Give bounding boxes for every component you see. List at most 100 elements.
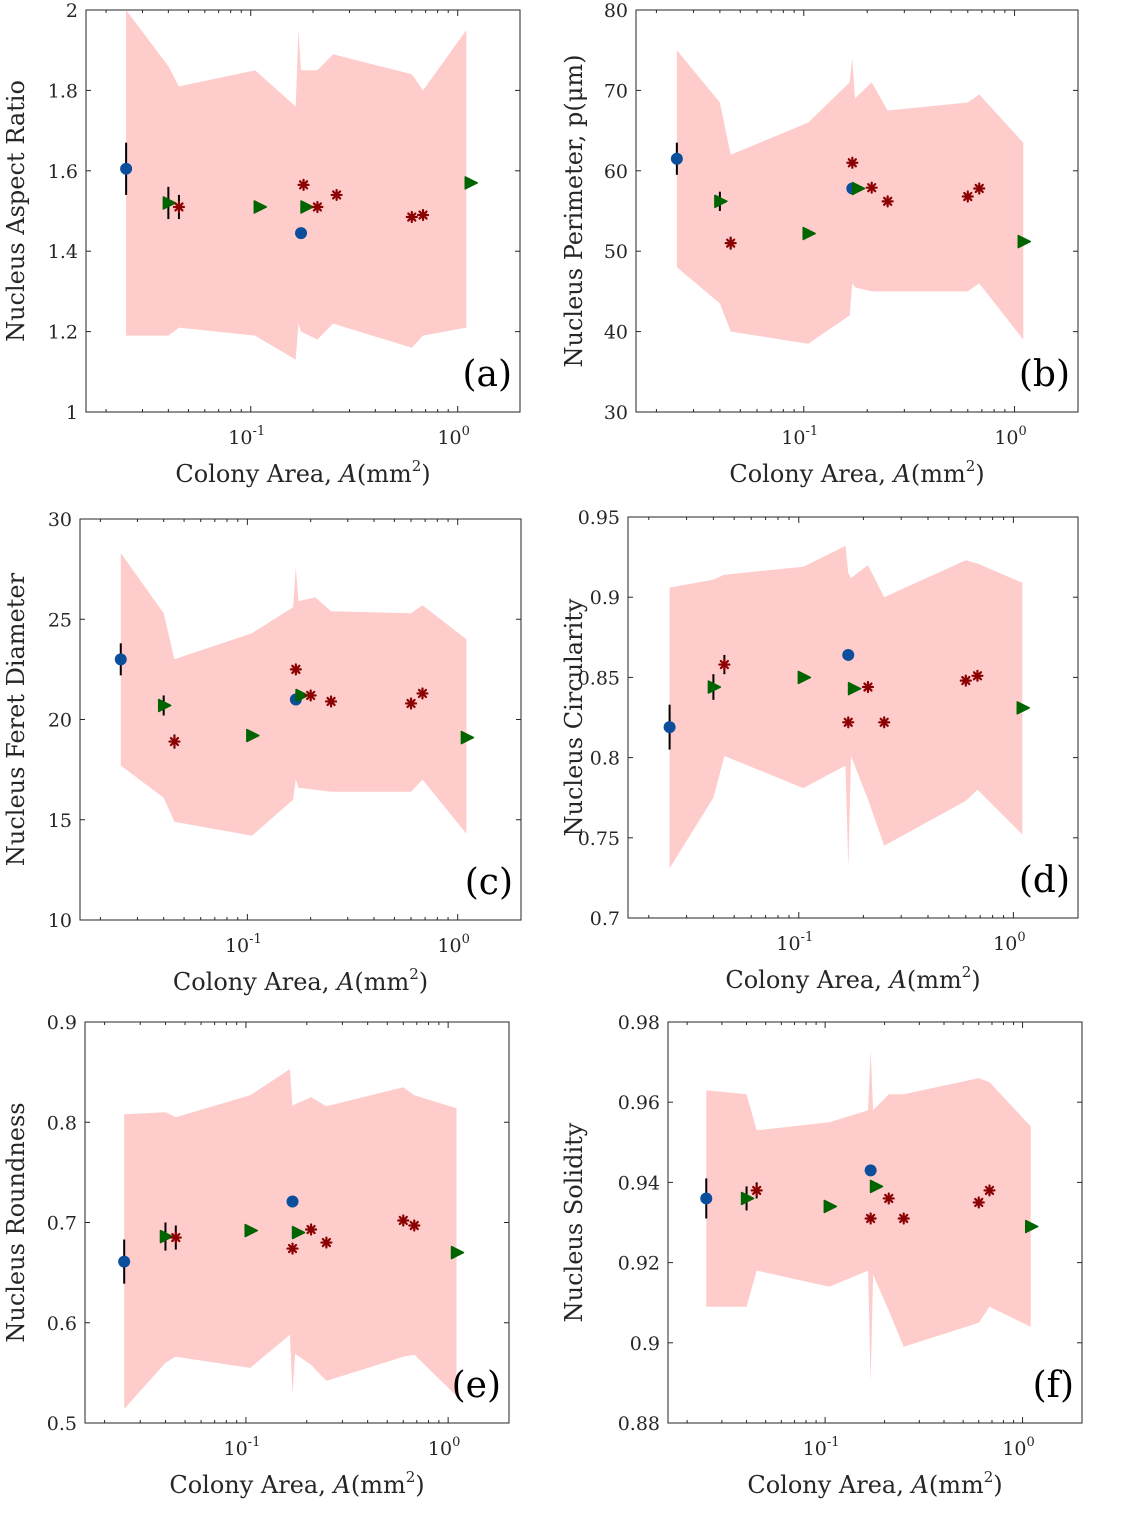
data-point-circle — [700, 1192, 713, 1205]
panel-label: (c) — [465, 862, 513, 903]
x-tick-exponent: -1 — [827, 1435, 840, 1450]
x-axis-title-prefix: Colony Area, — [173, 968, 337, 996]
y-tick-label: 70 — [604, 80, 628, 102]
x-tick-base: 10 — [223, 1438, 247, 1460]
data-point-circle — [663, 721, 676, 734]
x-axis-title-variable: A — [332, 1471, 351, 1499]
y-axis-title: Nucleus Circularity — [560, 598, 588, 836]
y-tick-label: 50 — [604, 241, 628, 263]
data-point-triangle — [450, 1245, 465, 1260]
data-point-star — [330, 188, 343, 202]
x-tick-base: 10 — [437, 935, 461, 957]
data-point-circle — [114, 653, 127, 666]
x-axis-title-unit: (mm — [357, 460, 412, 488]
x-axis-title-close: ) — [975, 460, 984, 488]
x-axis-title-superscript: 2 — [409, 965, 419, 983]
y-tick-label: 0.6 — [47, 1313, 77, 1335]
x-tick-base: 10 — [437, 427, 461, 449]
data-point-triangle — [847, 681, 862, 696]
x-axis-title-unit: (mm — [907, 966, 962, 994]
y-tick-label: 0.5 — [47, 1413, 77, 1435]
x-axis-title-unit: (mm — [929, 1471, 984, 1499]
data-point-triangle — [851, 181, 866, 196]
y-tick-label: 0.96 — [618, 1092, 660, 1114]
variability-band — [669, 545, 1023, 869]
y-tick-label: 80 — [604, 0, 628, 22]
y-tick-label: 0.94 — [618, 1172, 660, 1194]
data-point-star — [897, 1212, 910, 1225]
plot-frame — [667, 1021, 1083, 1424]
data-point-star — [405, 210, 418, 224]
data-point-circle — [118, 1255, 131, 1268]
y-tick-label: 0.7 — [590, 908, 620, 930]
x-tick-exponent: 0 — [462, 932, 470, 947]
data-point-star — [961, 190, 974, 203]
data-point-star — [304, 689, 317, 702]
y-tick-label: 0.92 — [618, 1253, 660, 1275]
data-point-star — [971, 669, 984, 682]
x-tick-label: 100 — [994, 424, 1026, 449]
x-axis-title-superscript: 2 — [962, 963, 972, 981]
data-point-star — [724, 237, 737, 250]
data-point-triangle — [464, 176, 479, 190]
data-point-triangle — [291, 1225, 306, 1240]
x-axis-title-prefix: Colony Area, — [175, 460, 339, 488]
data-point-triangle — [1024, 1219, 1039, 1234]
y-tick-label: 0.8 — [590, 748, 620, 770]
data-point-triangle — [1017, 234, 1032, 249]
y-axis-title: Nucleus Feret Diameter — [2, 572, 30, 866]
x-axis-title-close: ) — [971, 966, 980, 994]
y-tick-label: 25 — [48, 609, 72, 631]
y-tick-label: 1.8 — [48, 80, 78, 102]
panel-label: (f) — [1033, 1365, 1074, 1406]
panel-label: (e) — [452, 1365, 501, 1406]
y-tick-label: 1.6 — [48, 161, 78, 183]
data-point-star — [324, 695, 338, 708]
y-tick-label: 15 — [48, 810, 72, 832]
y-tick-label: 30 — [48, 509, 72, 531]
x-tick-label: 100 — [437, 932, 469, 957]
data-point-triangle — [157, 698, 172, 713]
data-point-circle — [842, 648, 855, 661]
data-point-triangle — [253, 200, 268, 214]
data-point-star — [397, 1214, 410, 1227]
data-point-star — [878, 716, 891, 729]
data-point-star — [973, 182, 986, 195]
data-point-triangle — [1016, 701, 1031, 715]
x-tick-base: 10 — [993, 933, 1017, 955]
y-tick-label: 1 — [66, 402, 78, 424]
y-axis-title: Nucleus Roundness — [2, 1102, 30, 1342]
x-tick-exponent: -1 — [801, 930, 814, 945]
data-point-triangle — [707, 680, 722, 694]
y-tick-label: 1.4 — [48, 241, 78, 263]
x-axis-title: Colony Area, A(mm2) — [725, 963, 980, 994]
data-point-star — [404, 697, 418, 710]
x-tick-exponent: -1 — [249, 932, 262, 947]
x-tick-label: 100 — [1002, 1435, 1034, 1460]
x-tick-base: 10 — [776, 933, 800, 955]
plot-frame — [85, 9, 521, 413]
x-tick-exponent: -1 — [248, 1435, 261, 1450]
y-tick-label: 20 — [48, 710, 72, 732]
x-tick-base: 10 — [228, 427, 252, 449]
data-point-star — [286, 1242, 299, 1255]
y-axis-title: Nucleus Perimeter, p(μm) — [560, 55, 588, 368]
y-tick-label: 10 — [48, 910, 72, 932]
x-tick-label: 10-1 — [223, 1435, 260, 1460]
x-tick-base: 10 — [994, 427, 1018, 449]
x-tick-base: 10 — [1002, 1438, 1026, 1460]
data-point-star — [842, 716, 855, 729]
x-axis-title-close: ) — [993, 1471, 1002, 1499]
data-point-triangle — [162, 196, 177, 210]
x-axis-title-close: ) — [415, 1471, 424, 1499]
y-tick-label: 0.8 — [47, 1112, 77, 1134]
data-point-triangle — [740, 1191, 755, 1206]
x-axis-title-close: ) — [419, 968, 428, 996]
data-point-triangle — [823, 1199, 838, 1214]
